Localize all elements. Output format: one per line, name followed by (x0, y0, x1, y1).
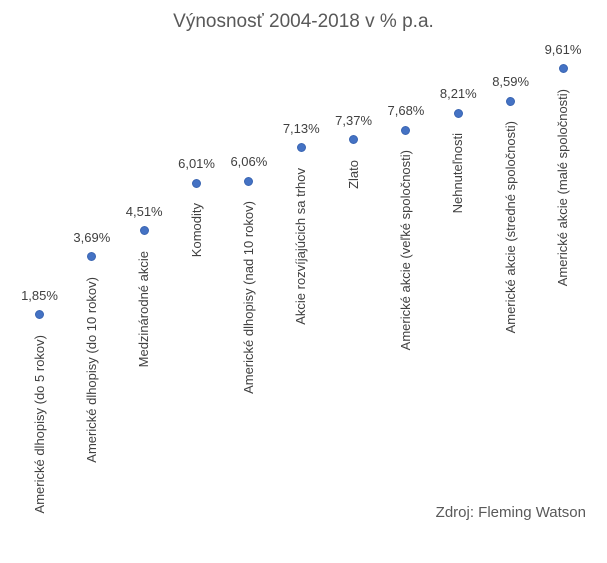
data-point-category-label: Americké dlhopisy (do 5 rokov) (31, 334, 47, 514)
data-point-value-label: 6,01% (178, 156, 215, 172)
data-point-category-label: Americké akcie (stredné spoločnosti) (502, 121, 518, 334)
data-point-marker (244, 176, 254, 186)
data-point-value-label: 4,51% (125, 203, 163, 219)
data-point-category-label: Medzinárodné akcie (136, 250, 152, 367)
data-point-marker (87, 252, 97, 262)
data-point-value-label: 7,68% (387, 103, 425, 119)
data-point-marker (506, 96, 516, 106)
data-point-category-label: Americké akcie (malé spoločnosti) (555, 88, 570, 287)
data-point-marker (558, 64, 568, 74)
data-point-category-label: Komodity (188, 203, 204, 258)
data-point-value-label: 3,69% (73, 229, 111, 245)
data-point-value-label: 8,59% (492, 74, 530, 90)
data-point-category-label: Americké dlhopisy (nad 10 rokov) (240, 201, 256, 395)
data-point-marker (192, 178, 202, 188)
data-point-marker (401, 125, 411, 135)
data-point-value-label: 9,61% (544, 41, 582, 57)
data-point-marker (35, 310, 44, 320)
data-point-value-label: 7,13% (282, 120, 320, 136)
data-point-category-label: Akcie rozvíjajúcich sa trhov (293, 167, 309, 325)
data-point-category-label: Americké dlhopisy (do 10 rokov) (83, 276, 99, 463)
data-point-category-label: Nehnuteľnosti (450, 133, 466, 214)
data-point-category-label: Zlato (345, 159, 361, 189)
data-point-value-label: 6,06% (230, 154, 268, 170)
chart-title: Výnosnosť 2004-2018 v % p.a. (173, 11, 434, 32)
data-point-value-label: 8,21% (439, 86, 477, 102)
data-point-value-label: 1,85% (21, 287, 58, 303)
data-point-marker (453, 108, 463, 118)
data-point-marker (349, 135, 359, 145)
data-point-value-label: 7,37% (335, 112, 373, 128)
source-note: Zdroj: Fleming Watson (435, 504, 586, 521)
data-point-category-label: Americké akcie (veľké spoločnosti) (397, 150, 413, 351)
data-point-marker (296, 143, 306, 153)
data-point-marker (139, 226, 149, 236)
